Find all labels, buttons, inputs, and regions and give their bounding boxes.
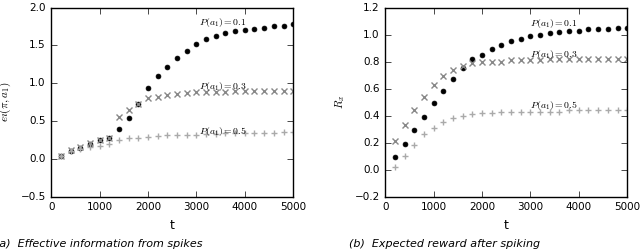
X-axis label: t: t — [504, 219, 509, 232]
Text: $P(a_1) = 0.3$: $P(a_1) = 0.3$ — [531, 48, 578, 61]
Y-axis label: $R_x$: $R_x$ — [333, 95, 348, 109]
Text: $P(a_1) = 0.5$: $P(a_1) = 0.5$ — [531, 99, 578, 112]
Y-axis label: $ei(\bar{\pi}, a_1)$: $ei(\bar{\pi}, a_1)$ — [0, 82, 13, 122]
Text: (b)  Expected reward after spiking: (b) Expected reward after spiking — [349, 239, 540, 249]
X-axis label: t: t — [170, 219, 175, 232]
Text: (a)  Effective information from spikes: (a) Effective information from spikes — [0, 239, 203, 249]
Text: $P(a_1) = 0.5$: $P(a_1) = 0.5$ — [199, 125, 246, 138]
Text: $P(a_1) = 0.1$: $P(a_1) = 0.1$ — [531, 17, 578, 30]
Text: $P(a_1) = 0.1$: $P(a_1) = 0.1$ — [199, 16, 246, 28]
Text: $P(a_1) = 0.3$: $P(a_1) = 0.3$ — [199, 80, 246, 93]
